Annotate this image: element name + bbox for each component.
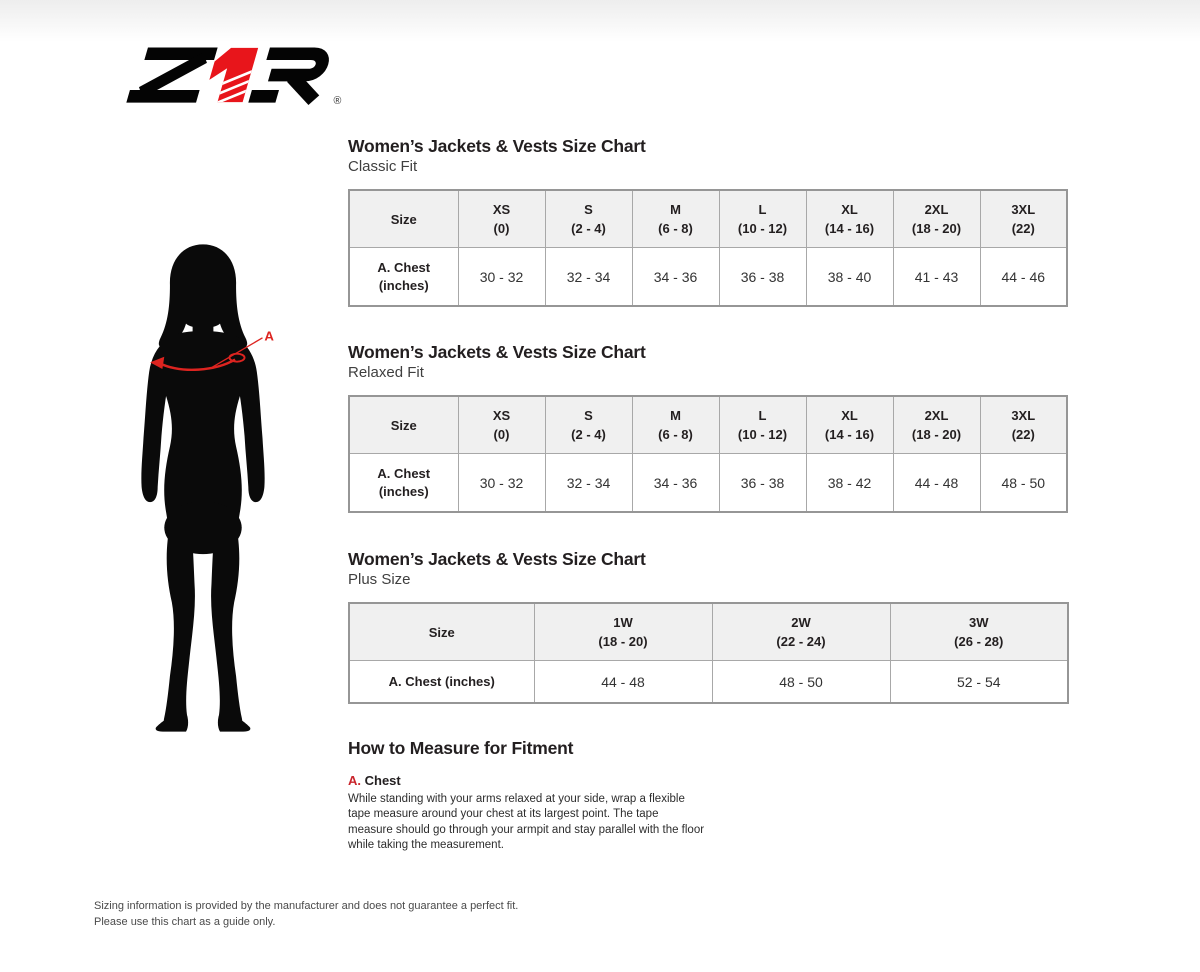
value-cell: 38 - 42 [805,453,894,513]
col-header: XL (14 - 16) [805,395,894,454]
corner-cell: Size [348,189,459,248]
col-header: 1W (18 - 20) [533,602,713,661]
col-header: 2XL (18 - 20) [892,189,981,248]
sizing-disclaimer: Sizing information is provided by the ma… [94,898,518,930]
section-subtitle: Relaxed Fit [348,364,424,381]
section-title: Women’s Jackets & Vests Size Chart [348,342,646,362]
value-cell: 30 - 32 [457,247,546,307]
col-header: L (10 - 12) [718,189,807,248]
corner-cell: Size [348,602,535,661]
section-title: Women’s Jackets & Vests Size Chart [348,549,646,569]
measure-item-letter: A. [348,773,361,788]
value-cell: 36 - 38 [718,247,807,307]
measurement-figure: A [118,228,288,748]
logo-letter-r [248,47,329,106]
section-title: Women’s Jackets & Vests Size Chart [348,136,646,156]
value-cell: 32 - 34 [544,453,633,513]
size-table-relaxed-fit: Size XS (0) S (2 - 4) M (6 - 8) L (10 - 12) … [348,395,1068,513]
arrowhead [150,356,165,369]
value-cell: 52 - 54 [889,660,1069,704]
row-label: A. Chest (inches) [348,453,459,513]
col-header: 2W (22 - 24) [711,602,891,661]
value-cell: 36 - 38 [718,453,807,513]
col-header: M (6 - 8) [631,395,720,454]
female-silhouette: A [141,244,274,732]
value-cell: 32 - 34 [544,247,633,307]
how-to-measure-heading: How to Measure for Fitment [348,738,574,758]
chest-measure-marker: A [150,329,274,371]
section-classic-fit: Women’s Jackets & Vests Size Chart Class… [348,136,1068,307]
silhouette-body [141,244,265,732]
table-header-row: Size XS (0) S (2 - 4) M (6 - 8) L (10 - 12) … [348,395,1068,454]
table-header-row: Size XS (0) S (2 - 4) M (6 - 8) L (10 - 12) … [348,189,1068,248]
col-header: XL (14 - 16) [805,189,894,248]
value-cell: 44 - 48 [892,453,981,513]
size-table-plus-size: Size 1W (18 - 20) 2W (22 - 24) 3W (26 - 28)… [348,602,1069,704]
table-data-row: A. Chest (inches) 30 - 32 32 - 34 34 - 3… [348,453,1068,513]
how-to-measure-section: How to Measure for Fitment A. Chest Whil… [348,738,738,854]
size-table-classic-fit: Size XS (0) S (2 - 4) M (6 - 8) L (10 - 12) … [348,189,1068,307]
col-header: 3W (26 - 28) [889,602,1069,661]
value-cell: 41 - 43 [892,247,981,307]
section-subtitle: Plus Size [348,571,411,588]
col-header: S (2 - 4) [544,189,633,248]
disclaimer-line-2: Please use this chart as a guide only. [94,916,276,928]
value-cell: 34 - 36 [631,247,720,307]
row-label: A. Chest (inches) [348,247,459,307]
col-header: XS (0) [457,189,546,248]
value-cell: 44 - 46 [979,247,1068,307]
section-plus-size: Women’s Jackets & Vests Size Chart Plus … [348,549,1069,704]
col-header: S (2 - 4) [544,395,633,454]
measure-item-name: Chest [364,773,401,788]
z1r-logo: ® [108,44,350,108]
value-cell: 30 - 32 [457,453,546,513]
col-header: 2XL (18 - 20) [892,395,981,454]
corner-cell: Size [348,395,459,454]
value-cell: 48 - 50 [711,660,891,704]
section-relaxed-fit: Women’s Jackets & Vests Size Chart Relax… [348,342,1068,513]
measure-item-chest: A. Chest While standing with your arms r… [348,773,738,854]
registered-mark: ® [334,95,342,107]
table-data-row: A. Chest (inches) 44 - 48 48 - 50 52 - 5… [348,660,1069,704]
value-cell: 34 - 36 [631,453,720,513]
z1r-logo-graphic: ® [126,47,342,107]
value-cell: 48 - 50 [979,453,1068,513]
col-header: XS (0) [457,395,546,454]
col-header: 3XL (22) [979,395,1068,454]
row-label: A. Chest (inches) [348,660,535,704]
col-header: 3XL (22) [979,189,1068,248]
value-cell: 38 - 40 [805,247,894,307]
value-cell: 44 - 48 [533,660,713,704]
table-header-row: Size 1W (18 - 20) 2W (22 - 24) 3W (26 - 28) [348,602,1069,661]
col-header: M (6 - 8) [631,189,720,248]
marker-letter-a: A [264,329,274,344]
logo-letter-1 [209,47,259,103]
measure-item-description: While standing with your arms relaxed at… [348,793,705,852]
section-subtitle: Classic Fit [348,158,418,175]
disclaimer-line-1: Sizing information is provided by the ma… [94,900,519,912]
logo-letter-z [126,47,218,103]
measure-item-title: A. Chest [348,773,738,789]
table-data-row: A. Chest (inches) 30 - 32 32 - 34 34 - 3… [348,247,1068,307]
col-header: L (10 - 12) [718,395,807,454]
